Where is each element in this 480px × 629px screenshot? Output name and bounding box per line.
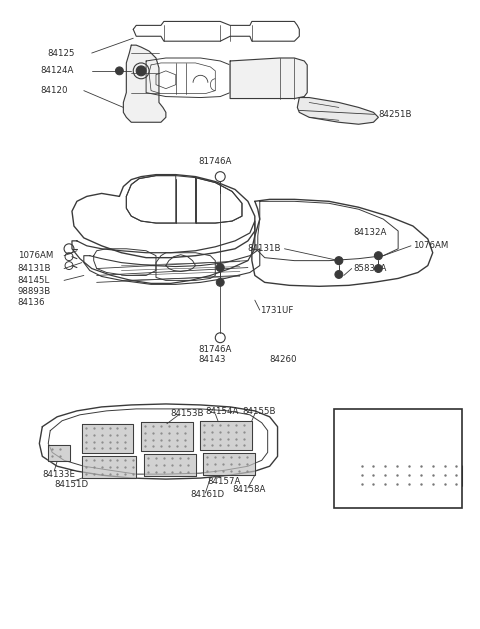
Text: 81746A: 81746A (199, 345, 232, 354)
Circle shape (374, 265, 383, 272)
Text: 98893B: 98893B (18, 287, 51, 296)
Text: 1076AM: 1076AM (18, 251, 53, 260)
Polygon shape (230, 58, 307, 99)
Circle shape (216, 279, 224, 286)
Text: 84151D: 84151D (54, 479, 88, 489)
Polygon shape (141, 421, 192, 452)
Text: 84132A: 84132A (354, 228, 387, 238)
Circle shape (335, 270, 343, 279)
Text: 84260: 84260 (270, 355, 297, 364)
Text: 84143: 84143 (199, 355, 226, 364)
Circle shape (216, 264, 224, 272)
Text: 84136: 84136 (18, 298, 45, 307)
Text: 84161D: 84161D (191, 491, 225, 499)
Text: 84251B: 84251B (378, 110, 412, 119)
Text: 84131B: 84131B (18, 264, 51, 273)
Circle shape (335, 257, 343, 265)
Polygon shape (48, 445, 70, 461)
Polygon shape (344, 460, 462, 493)
Text: 81746A: 81746A (199, 157, 232, 166)
Polygon shape (201, 421, 252, 450)
Polygon shape (297, 97, 378, 125)
Text: 84155B: 84155B (242, 408, 276, 416)
Circle shape (116, 67, 123, 75)
Polygon shape (82, 424, 133, 454)
Text: 84154A: 84154A (205, 408, 239, 416)
Text: 84145L: 84145L (18, 276, 50, 285)
Text: 84124A: 84124A (40, 66, 74, 75)
Text: 1731UF: 1731UF (260, 306, 293, 314)
Text: 84133E: 84133E (42, 470, 75, 479)
Text: 85834A: 85834A (354, 264, 387, 273)
Bar (334, 409, 462, 508)
Polygon shape (82, 456, 136, 478)
Polygon shape (204, 454, 255, 475)
Text: 84153B: 84153B (171, 409, 204, 418)
Text: 1076AM: 1076AM (413, 242, 448, 250)
Circle shape (136, 66, 146, 76)
Text: 84125: 84125 (47, 48, 75, 58)
Text: 84151–33A00: 84151–33A00 (364, 416, 432, 425)
Text: 84157A: 84157A (207, 477, 241, 486)
Circle shape (374, 252, 383, 260)
Text: 84158A: 84158A (232, 486, 265, 494)
Polygon shape (123, 45, 166, 122)
Text: 500 × 500 × 1,6: 500 × 500 × 1,6 (363, 493, 433, 503)
Text: 84120: 84120 (40, 86, 68, 95)
Text: 84131B: 84131B (247, 244, 280, 253)
Polygon shape (144, 454, 195, 476)
